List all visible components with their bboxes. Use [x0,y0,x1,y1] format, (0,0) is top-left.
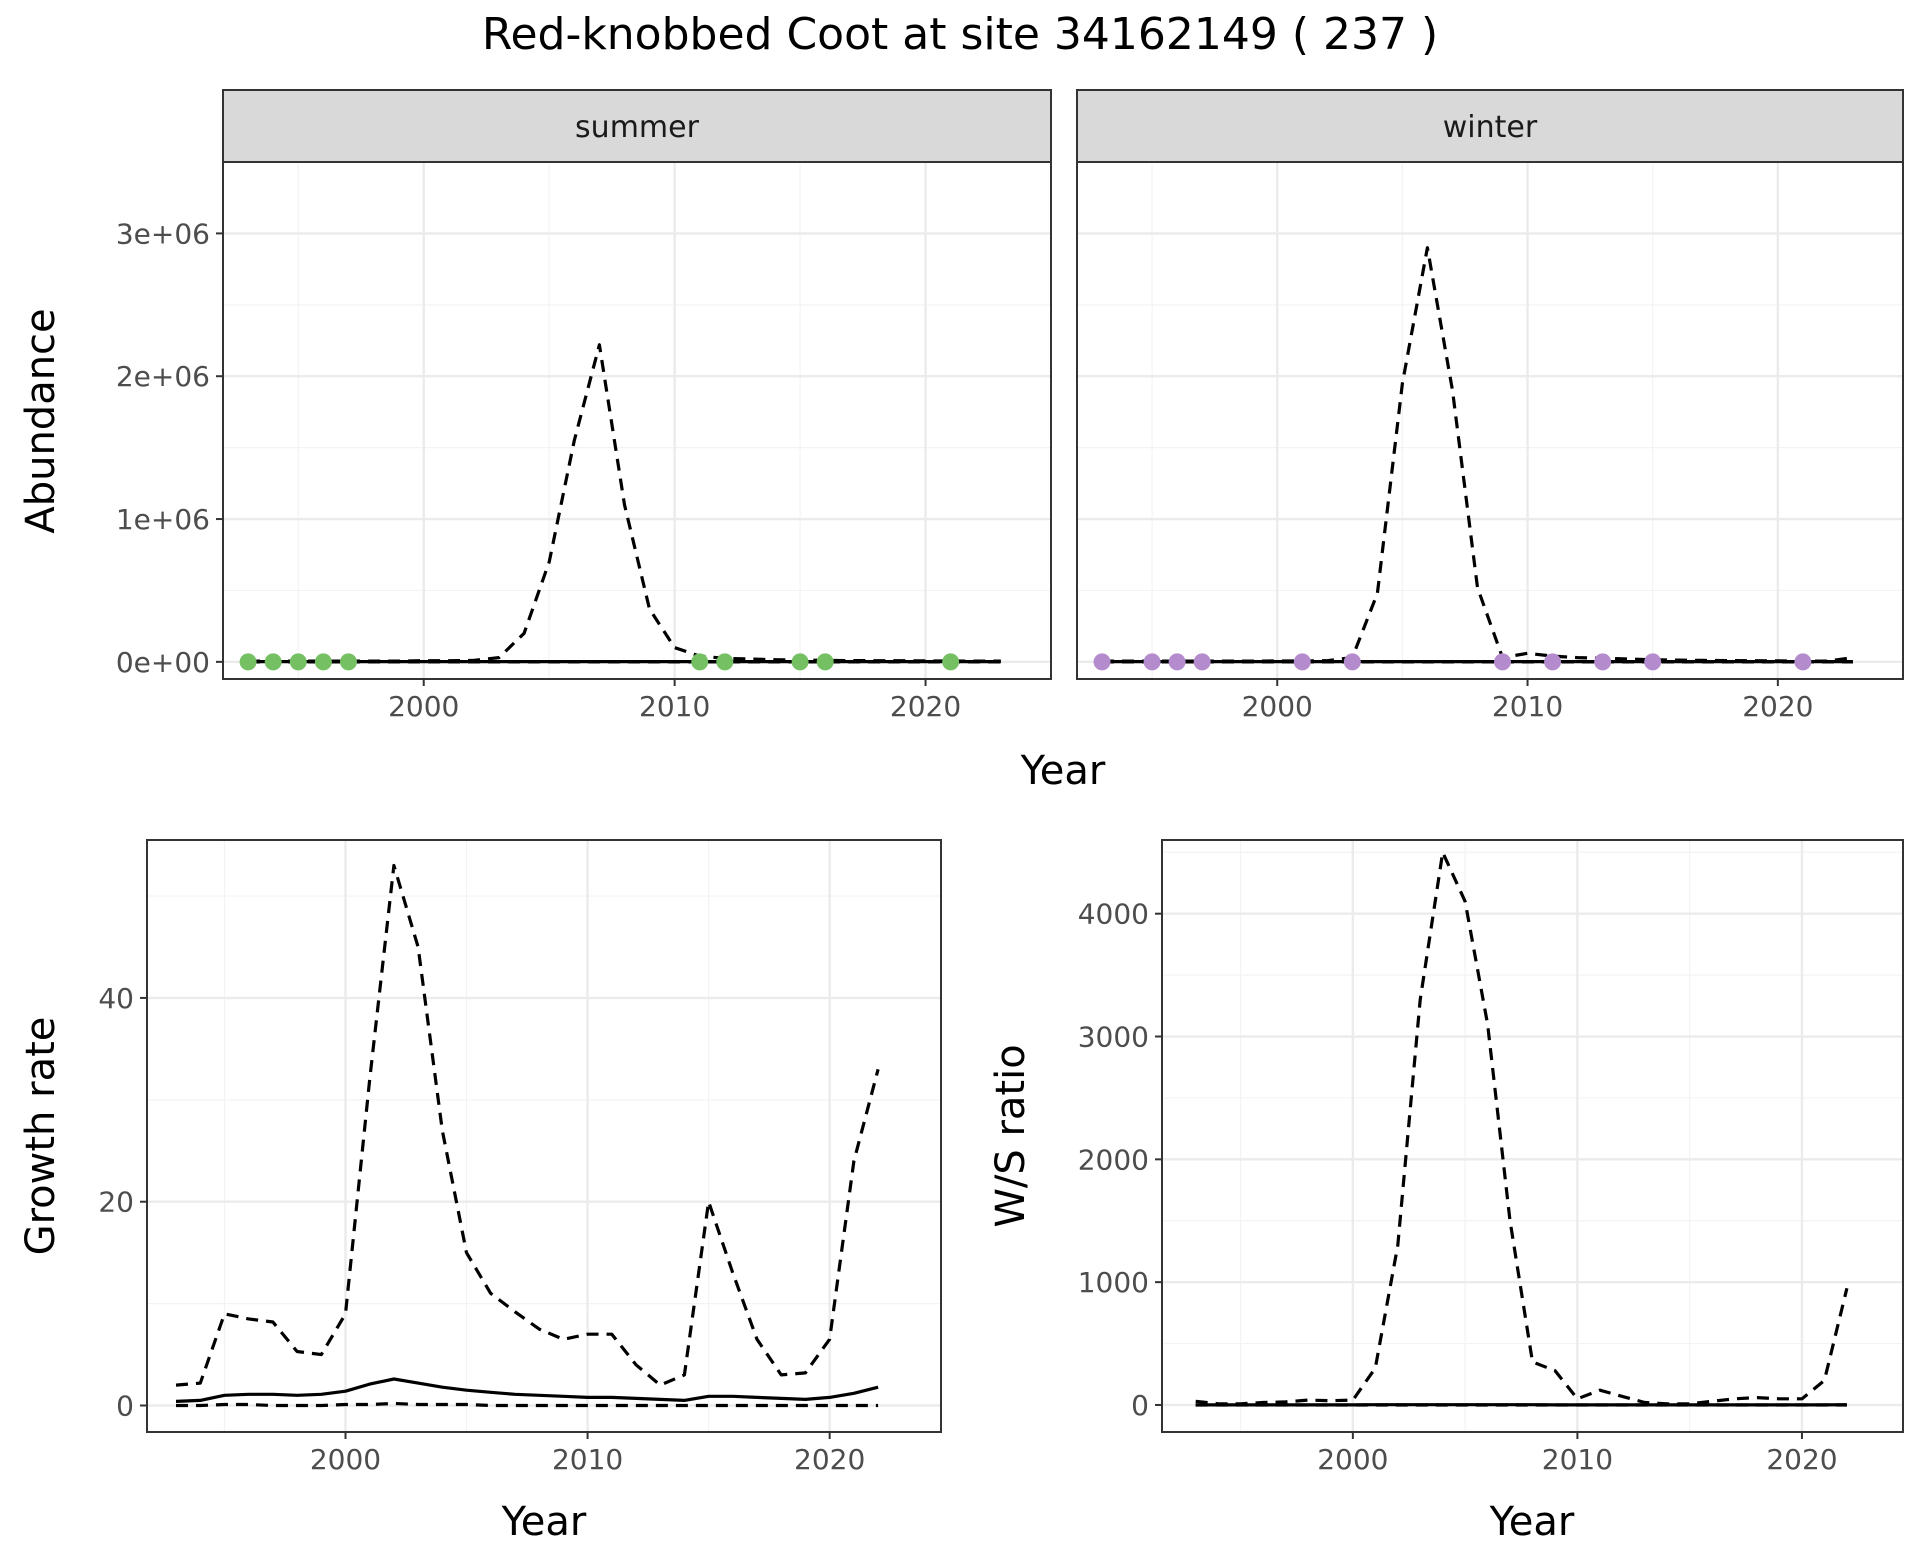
summer-strip [222,89,1052,163]
winter-observation-point [1494,653,1512,671]
winter-observation-point [1594,653,1612,671]
ws-ratio-panel [1161,839,1904,1433]
winter-strip [1076,89,1904,163]
abundance-x-axis-title: Year [1020,748,1106,794]
summer-observation-point [791,653,809,671]
abundance-summer-panel: summer [222,89,1052,680]
winter-strip-label: winter [1443,110,1538,145]
figure-title: Red-knobbed Coot at site 34162149 ( 237 … [482,9,1438,60]
summer-x-axis: 2000 2010 2020 [388,679,961,723]
winter-observation-point [1293,653,1311,671]
growth-lower-bound-line [176,1401,879,1408]
summer-x-tick-label: 2010 [639,690,710,723]
abundance-y-tick-label: 0e+00 [116,646,210,679]
growth-y-tick-label: 0 [116,1390,134,1423]
summer-panel-border [222,161,1052,680]
growth-x-tick-label: 2010 [552,1443,623,1476]
abundance-y-tick-label: 2e+06 [116,360,210,393]
ws-y-tick-label: 1000 [1078,1266,1149,1299]
growth-x-tick-label: 2020 [794,1443,865,1476]
winter-observation-point [1168,653,1186,671]
abundance-y-axis-title: Abundance [18,308,64,533]
ws-x-axis-title: Year [1489,1499,1575,1545]
summer-observation-point [239,653,257,671]
winter-plot-area [1077,162,1903,679]
winter-x-tick-label: 2000 [1242,690,1313,723]
winter-observation-point [1644,653,1662,671]
growth-y-axis-title: Growth rate [18,1017,64,1256]
winter-x-axis: 2000 2010 2020 [1242,679,1813,723]
growth-y-tick-label: 20 [98,1186,134,1219]
ws-x-tick-label: 2020 [1766,1443,1837,1476]
ws-x-tick-label: 2010 [1542,1443,1613,1476]
ws-upper-bound-line [1195,850,1849,1406]
abundance-winter-panel: winter [1076,89,1904,680]
summer-observation-point [816,653,834,671]
summer-observation-point [289,653,307,671]
abundance-y-axis: 0e+00 1e+06 2e+06 3e+06 [116,217,223,679]
growth-upper-bound-line [175,863,880,1387]
summer-observation-point [314,653,332,671]
ws-panel-border [1161,839,1904,1433]
summer-strip-label: summer [575,110,700,145]
ws-y-tick-label: 0 [1131,1389,1149,1422]
summer-observation-point [942,653,960,671]
summer-x-tick-label: 2000 [388,690,459,723]
winter-observation-point [1343,653,1361,671]
growth-rate-panel [146,839,942,1433]
summer-x-tick-label: 2020 [890,690,961,723]
growth-plot-area [147,840,941,1432]
winter-x-tick-label: 2010 [1492,690,1563,723]
growth-y-tick-label: 40 [98,982,134,1015]
ws-plot-area [1162,840,1903,1432]
winter-observation-point [1143,653,1161,671]
summer-observation-point [691,653,709,671]
growth-x-axis-title: Year [501,1499,587,1545]
ws-x-tick-label: 2000 [1317,1443,1388,1476]
abundance-y-tick-label: 3e+06 [116,217,210,250]
ws-ratio-axes: 0 1000 2000 3000 4000 2000 2010 2020 [1078,898,1838,1476]
summer-plot-area [223,162,1051,679]
summer-observation-point [264,653,282,671]
ws-y-tick-label: 3000 [1078,1021,1149,1054]
growth-x-tick-label: 2000 [310,1443,381,1476]
ws-y-axis-title: W/S ratio [988,1044,1034,1227]
growth-rate-axes: 0 20 40 2000 2010 2020 [98,982,865,1476]
winter-observation-point [1544,653,1562,671]
abundance-y-tick-label: 1e+06 [116,503,210,536]
ws-y-tick-label: 4000 [1078,898,1149,931]
winter-observation-point [1093,653,1111,671]
growth-panel-border [146,839,942,1433]
growth-mean-line [175,1377,879,1403]
summer-observation-point [339,653,357,671]
winter-x-tick-label: 2020 [1742,690,1813,723]
winter-observation-point [1794,653,1812,671]
winter-panel-border [1076,161,1904,680]
summer-observation-point [716,653,734,671]
ws-y-tick-label: 2000 [1078,1143,1149,1176]
winter-observation-point [1193,653,1211,671]
